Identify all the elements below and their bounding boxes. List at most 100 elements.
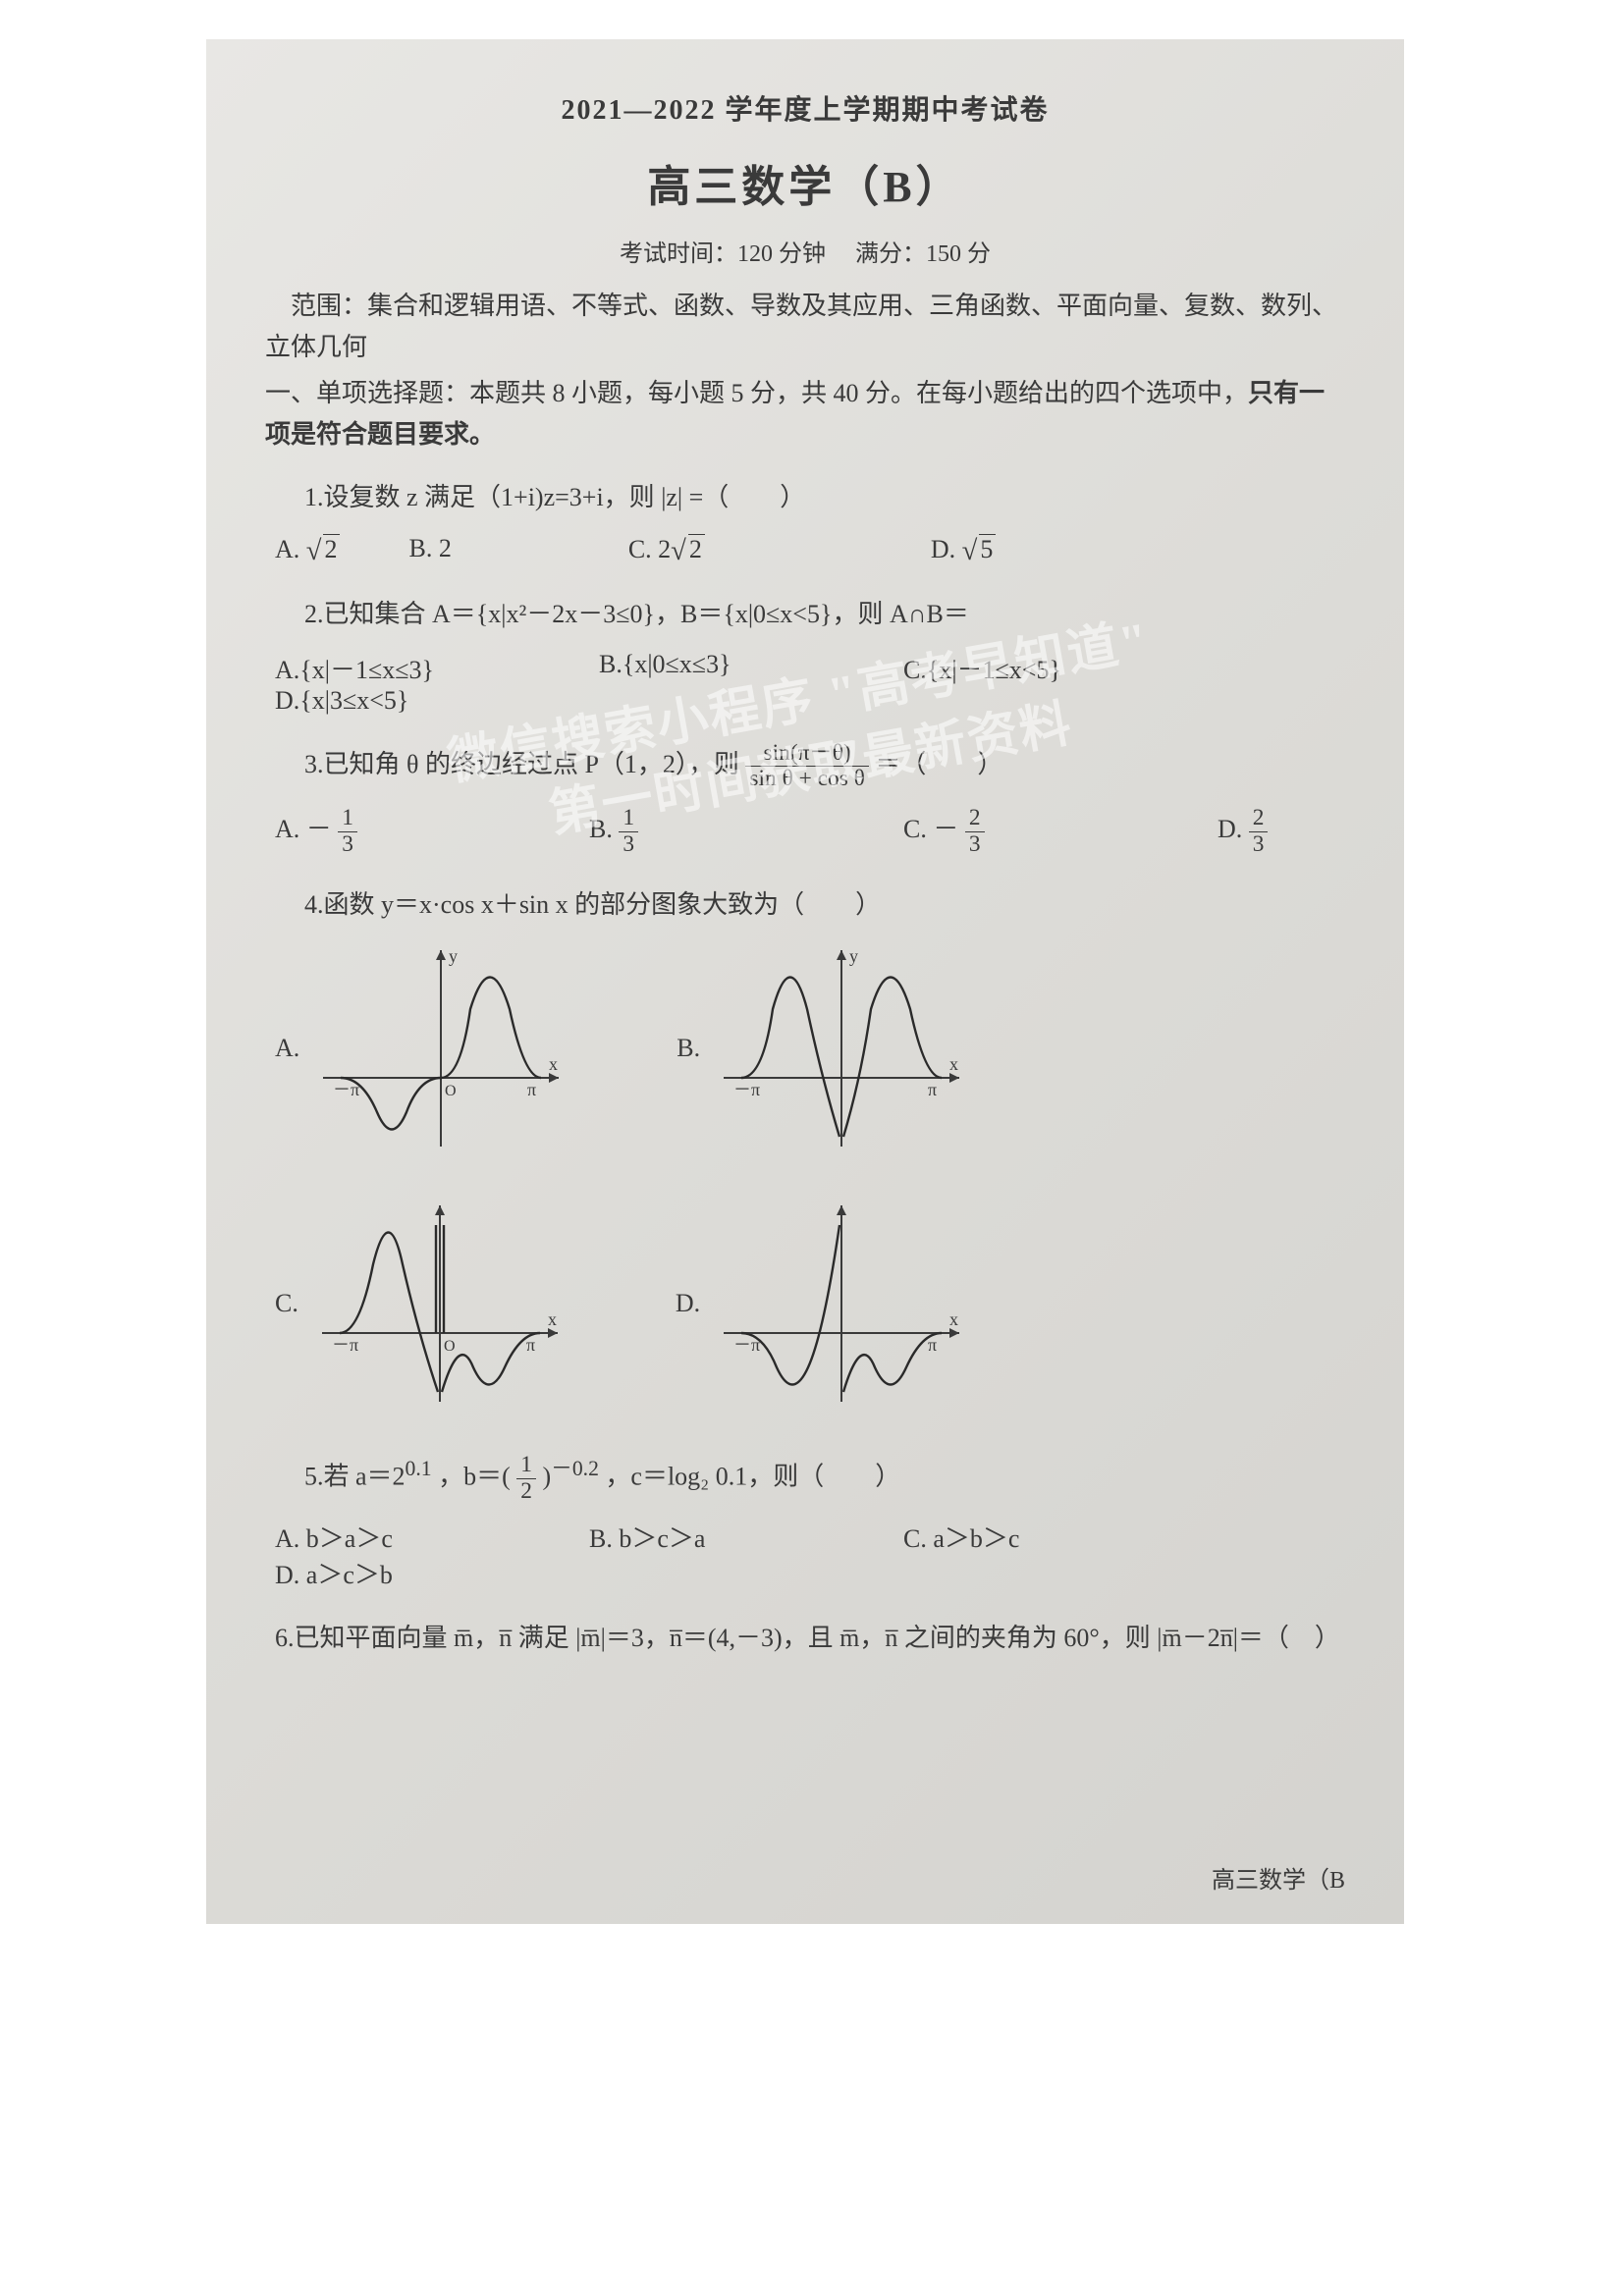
q5c: )	[543, 1463, 552, 1491]
svg-text:－π: －π	[733, 1335, 760, 1355]
q1c-pre: C. 2	[628, 535, 671, 563]
scope-line: 范围：集合和逻辑用语、不等式、函数、导数及其应用、三角函数、平面向量、复数、数列…	[265, 286, 1345, 367]
q3a-pre: A. －	[275, 815, 332, 843]
q5-opt-b: B. b＞c＞a	[589, 1519, 835, 1555]
svg-text:x: x	[549, 1054, 558, 1074]
graph-d: －π π x	[714, 1196, 969, 1412]
svg-text:x: x	[949, 1309, 958, 1329]
q3d-d: 3	[1249, 832, 1269, 858]
q3-opt-d: D. 23	[1218, 806, 1268, 857]
q3-opt-c: C. － 23	[903, 806, 1149, 857]
question-4: 4.函数 y＝x·cos x＋sin x 的部分图象大致为（ ）	[265, 883, 1345, 927]
q2-opt-c: C.{x|－1≤x<5}	[903, 650, 1159, 686]
svg-text:－π: －π	[333, 1080, 359, 1099]
question-2: 2.已知集合 A＝{x|x²－2x－3≤0}，B＝{x|0≤x<5}，则 A∩B…	[265, 593, 1345, 636]
graph-b: －π π x y	[714, 940, 969, 1156]
score-label: 满分：150 分	[855, 241, 991, 267]
q4-row-1: A. －π π x y O B. －π	[265, 940, 1345, 1156]
exam-page: 2021—2022 学年度上学期期中考试卷 高三数学（B） 考试时间：120 分…	[206, 39, 1404, 1924]
exam-meta: 考试时间：120 分钟 满分：150 分	[265, 234, 1345, 268]
q3-stem-a: 3.已知角 θ 的终边经过点 P（1，2），则	[304, 750, 739, 778]
question-6: 6.已知平面向量 m̅，n̅ 满足 |m̅|＝3，n̅＝(4,－3)，且 m̅，…	[265, 1617, 1345, 1660]
q3b-d: 3	[619, 832, 638, 858]
svg-text:y: y	[449, 946, 458, 966]
svg-text:y: y	[849, 946, 858, 966]
svg-text:O: O	[444, 1338, 456, 1355]
q2-opt-b: B.{x|0≤x≤3}	[599, 650, 835, 686]
q1-stem-a: 1.设复数 z 满足（1+i)z=3+i，则	[304, 483, 655, 511]
q5b: ，b＝(	[438, 1463, 511, 1491]
q4-label-d: D.	[676, 1289, 700, 1318]
q4-opt-b: B. －π π x y	[677, 940, 969, 1156]
question-5: 5.若 a＝20.1 ，b＝( 12 )－0.2 ，c＝log₂ 0.1，则（ …	[265, 1451, 1345, 1505]
svg-text:O: O	[445, 1083, 457, 1099]
q5-expb: －0.2	[551, 1457, 599, 1480]
q4-opt-a: A. －π π x y O	[275, 940, 568, 1156]
q1-stem-c: =（ ）	[689, 483, 806, 511]
question-1: 1.设复数 z 满足（1+i)z=3+i，则 |z| =（ ）	[265, 476, 1345, 519]
q3b-pre: B.	[589, 815, 619, 843]
time-label: 考试时间：120 分钟	[620, 241, 826, 267]
q3-den: sin θ + cos θ	[745, 767, 868, 792]
q5-options: A. b＞a＞c B. b＞c＞a C. a＞b＞c D. a＞c＞b	[265, 1519, 1345, 1591]
q3-opt-a: A. － 13	[275, 806, 520, 857]
graph-a: －π π x y O	[313, 940, 568, 1156]
svg-text:－π: －π	[332, 1335, 358, 1355]
q5-opt-a: A. b＞a＞c	[275, 1519, 520, 1555]
q1c-val: 2	[688, 534, 705, 564]
page-footer: 高三数学（B	[1212, 1860, 1345, 1895]
q2-opt-d: D.{x|3≤x<5}	[275, 686, 408, 716]
q1-opt-a: A. √2	[275, 534, 340, 567]
q5-expa: 0.1	[406, 1457, 432, 1480]
q3-opt-b: B. 13	[589, 806, 835, 857]
q3c-n: 2	[965, 806, 985, 832]
q3b-n: 1	[619, 806, 638, 832]
page-title: 高三数学（B）	[265, 151, 1345, 214]
q3a-d: 3	[338, 832, 357, 858]
q5d: ，c＝log₂ 0.1，则（ ）	[605, 1463, 900, 1491]
svg-text:x: x	[548, 1309, 557, 1329]
q3a-n: 1	[338, 806, 357, 832]
q4-label-a: A.	[275, 1034, 299, 1063]
section-1-heading: 一、单项选择题：本题共 8 小题，每小题 5 分，共 40 分。在每小题给出的四…	[265, 373, 1345, 454]
svg-text:π: π	[526, 1335, 535, 1355]
q2-opt-a: A.{x|－1≤x≤3}	[275, 650, 530, 686]
graph-c: －π π x O	[312, 1196, 568, 1412]
svg-text:－π: －π	[733, 1080, 760, 1099]
year-header: 2021—2022 学年度上学期期中考试卷	[265, 88, 1345, 128]
q1a-pre: A.	[275, 535, 306, 563]
scope-body: 集合和逻辑用语、不等式、函数、导数及其应用、三角函数、平面向量、复数、数列、立体…	[265, 292, 1337, 361]
q5hd: 2	[516, 1479, 536, 1505]
q1d-val: 5	[979, 534, 996, 564]
q1-opt-d: D. √5	[931, 534, 996, 567]
q4-opt-d: D. －π π x	[676, 1196, 969, 1412]
q4-opt-c: C. －π π x O	[275, 1196, 568, 1412]
question-3: 3.已知角 θ 的终边经过点 P（1，2），则 sin(π－θ) sin θ +…	[265, 741, 1345, 792]
q5-opt-c: C. a＞b＞c	[903, 1519, 1149, 1555]
q1-opt-c: C. 2√2	[628, 534, 705, 567]
q4-label-b: B.	[677, 1034, 700, 1063]
q3d-pre: D.	[1218, 815, 1249, 843]
q4-label-c: C.	[275, 1289, 298, 1318]
q1d-pre: D.	[931, 535, 962, 563]
q1a-val: 2	[323, 534, 340, 564]
q5a: 5.若 a＝2	[304, 1463, 406, 1491]
scope-prefix: 范围：	[291, 292, 367, 320]
q3-num: sin(π－θ)	[745, 741, 868, 768]
q5-opt-d: D. a＞c＞b	[275, 1555, 393, 1591]
q3-options: A. － 13 B. 13 C. － 23 D. 23	[265, 806, 1345, 857]
q1-opt-b: B. 2	[408, 534, 451, 567]
q3-fraction: sin(π－θ) sin θ + cos θ	[745, 741, 868, 792]
svg-text:π: π	[527, 1080, 536, 1099]
q1-abs: |z|	[661, 483, 682, 511]
q3c-pre: C. －	[903, 815, 958, 843]
q2-options: A.{x|－1≤x≤3} B.{x|0≤x≤3} C.{x|－1≤x<5} D.…	[265, 650, 1345, 716]
q3d-n: 2	[1249, 806, 1269, 832]
q5hn: 1	[516, 1453, 536, 1479]
svg-text:π: π	[928, 1335, 937, 1355]
q3-stem-b: ＝（ ）	[875, 750, 1002, 778]
q4-row-2: C. －π π x O D. －π π	[265, 1196, 1345, 1412]
section1a: 一、单项选择题：本题共 8 小题，每小题 5 分，共 40 分。在每小题给出的四…	[265, 379, 1248, 407]
svg-text:π: π	[928, 1080, 937, 1099]
q3c-d: 3	[965, 832, 985, 858]
